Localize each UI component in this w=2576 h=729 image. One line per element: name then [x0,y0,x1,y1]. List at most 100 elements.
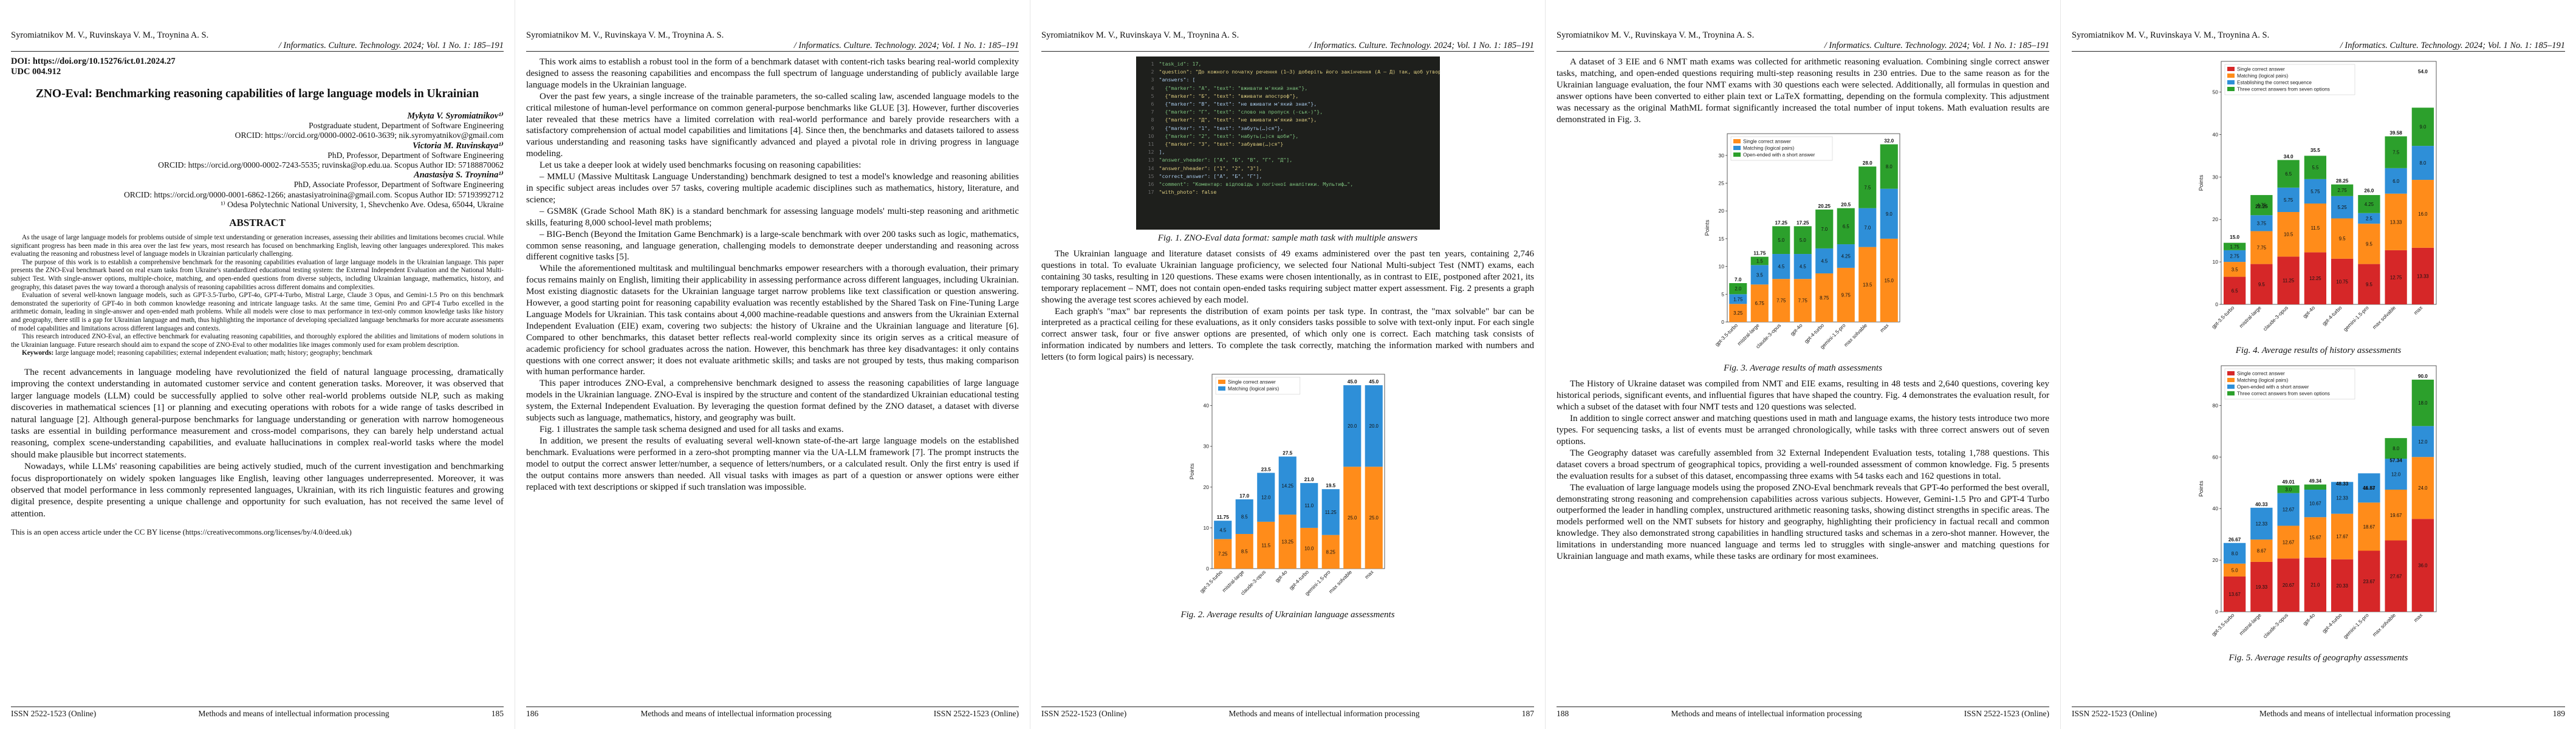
author-line: ORCID: https://orcid.org/0000-0001-6862-… [123,190,504,199]
legend-swatch [1218,386,1225,391]
body-text: The History of Ukraine dataset was compi… [1557,378,2049,563]
bar-segment [1772,254,1790,279]
running-head-authors: Syromiatnikov M. V., Ruvinskaya V. M., T… [2072,30,2270,40]
data-label: 6.5 [2285,171,2292,177]
bar-segment [2250,264,2273,304]
footer-issn: ISSN 2522-1523 (Online) [2072,709,2157,718]
code-line: 9 {"marker": "1", "text": "забуть(…)ся"}… [1141,125,1435,132]
line-number: 1 [1151,61,1154,67]
bar-segment [1837,268,1855,323]
footer-issn: ISSN 2522-1523 (Online) [1041,709,1127,718]
line-number: 16 [1148,181,1154,188]
data-label: 9.0 [2419,125,2427,130]
legend-label: Matching (logical pairs) [2237,378,2288,383]
code-line: 7 {"marker": "Г", "text": "слово на проп… [1141,108,1435,116]
bar-segment [1235,534,1253,569]
y-tick-label: 20 [1203,484,1209,490]
bar-segment [1858,247,1876,323]
data-label: 4.5 [1821,259,1828,264]
bar-segment [1750,265,1769,285]
data-label: 6.75 [1755,301,1764,307]
code-line: 8 {"marker": "Д", "text": "не вживати м'… [1141,116,1435,124]
bar-segment [2358,550,2380,612]
bar-segment [2331,184,2354,196]
doi: DOI: https://doi.org/10.15276/ict.01.202… [11,56,176,66]
data-label: 8.67 [2257,549,2266,554]
bar-segment [2358,195,2380,213]
bar-segment [2331,218,2354,259]
y-tick-label: 10 [2213,259,2219,265]
bar-segment [2385,540,2407,612]
data-label: 5.5 [2312,165,2319,171]
page-number: 187 [1521,709,1534,718]
bar-segment [2223,250,2246,262]
legend-label: Three correct answers from seven options [2237,87,2330,92]
total-label: 11.75 [1216,515,1228,520]
legend-label: Single correct answer [2237,67,2285,72]
running-head-authors: Syromiatnikov M. V., Ruvinskaya V. M., T… [526,30,724,40]
x-tick-label: gpt-4o [1273,569,1288,583]
y-axis-label: Points [2198,175,2205,191]
data-label: 20.67 [2283,583,2295,588]
bar-segment [1278,456,1297,515]
y-tick-label: 60 [2213,454,2219,460]
code-line: 1 "task_id": 17, [1141,60,1435,68]
legend [1215,377,1300,395]
legend-swatch [2227,371,2235,375]
bar-segment [2277,493,2300,526]
code-sample: 1 "task_id": 17, 2 "question": "До кожного … [1136,56,1440,230]
data-label: 4.25 [2365,202,2374,207]
bar-segment [2411,379,2434,426]
ukrainian-language-chart: 0 10 20 30 40 Points 7.25 4.5 11.75 gpt-3.5-turbo… [1189,374,1385,597]
code-line: 16 "comment": "Коментар: відповідь з логі… [1141,180,1435,188]
y-tick-label: 5 [1721,292,1724,298]
total-label: 35.5 [2311,148,2320,153]
paragraph: This paper introduces ZNO-Eval, a compre… [526,378,1019,423]
running-head-journal: / Informatics. Culture. Technology. 2024… [526,41,1019,52]
data-label: 17.67 [2336,534,2348,539]
bar-segment [1343,385,1361,467]
bar-segment [1880,189,1898,239]
bar-segment [1880,144,1898,190]
code-text: ], [1159,149,1165,156]
code-line: 17 "with_photo": false [1141,188,1435,196]
y-tick-label: 15 [1718,236,1724,242]
data-label: 20.0 [1369,423,1379,429]
list-item: – GSM8K (Grade School Math 8K) is a stan… [526,206,1019,228]
abstract-paragraph: Evaluation of several well-known languag… [11,292,504,332]
data-label: 11.5 [2311,225,2320,231]
bar-segment [2223,563,2246,577]
author-line: ORCID: https://orcid.org/0000-0002-0610-… [235,131,504,140]
data-label: 8.0 [2232,551,2239,556]
abstract-paragraph: This research introduced ZNO-Eval, an ef… [11,333,504,349]
line-number: 8 [1151,117,1154,123]
data-label: 9.5 [2366,241,2373,247]
total-label: 23.5 [1261,467,1270,472]
data-label: 12.67 [2283,507,2295,513]
code-line: 10 {"marker": "2", "text": "набуть(…)ся … [1141,132,1435,140]
bar-segment [1365,467,1383,569]
bar-segment [2358,264,2380,304]
bar-segment [2411,519,2434,612]
data-label: 11.5 [1261,542,1270,548]
figure-caption: Fig. 5. Average results of geography ass… [2228,653,2408,663]
math-chart: 0 5 10 15 20 25 30 Points 3.25 1.75 2.0 7.0 gpt-3.5-… [1704,134,1900,351]
bar-segment [2304,156,2327,179]
total-label: 28.25 [2336,179,2349,184]
paragraph: Each graph's "max" bar represents the di… [1041,306,1534,363]
data-label: 1.75 [1733,297,1743,303]
running-head: Syromiatnikov M. V., Ruvinskaya V. M., T… [11,30,504,41]
paragraph: Fig. 1 illustrates the sample task schem… [540,425,844,434]
paragraph: Over the past few years, a single increa… [526,91,1019,159]
paragraph: The History of Ukraine dataset was compi… [1557,379,2049,412]
paragraph: In addition, we present the results of e… [526,436,1019,492]
legend-label: Open-ended with a short answer [2237,385,2309,390]
running-head-journal: / Informatics. Culture. Technology. 2024… [1557,41,2049,52]
data-label: 4.5 [1778,264,1785,270]
code-text: {"marker": "В", "text": "не вживати м'як… [1159,101,1317,108]
bar-segment [1300,483,1318,528]
total-label: 11.75 [1753,251,1766,256]
y-tick-label: 30 [2213,174,2219,180]
total-label: 26.0 [2364,188,2374,193]
bar-segment [2250,561,2273,612]
